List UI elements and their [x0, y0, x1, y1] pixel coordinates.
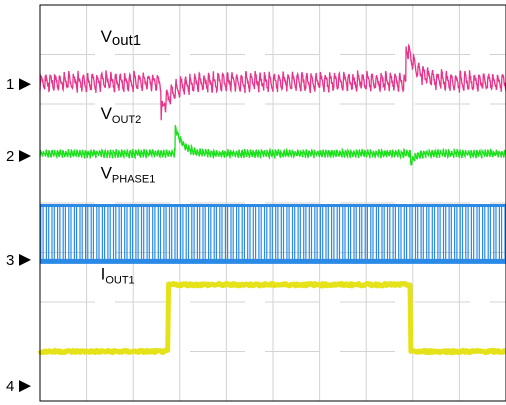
trace-label-1: Vout1 — [101, 27, 142, 49]
channel-marker-label: 3 — [6, 252, 14, 269]
trace-label-subscript: OUT2 — [112, 114, 141, 126]
channel-marker-label: 4 — [6, 378, 14, 395]
channel-marker-label: 1 — [6, 76, 14, 93]
trace-line-2 — [39, 124, 506, 167]
trace-label-subscript: OUT1 — [105, 275, 134, 287]
trace-label-subscript: PHASE1 — [112, 173, 155, 185]
trace-label-subscript: out1 — [112, 32, 141, 49]
channel-marker-arrow-icon — [19, 149, 31, 162]
graticule — [40, 5, 506, 401]
trace-line-4 — [37, 280, 506, 356]
plot-border — [39, 4, 506, 402]
trace-label-3: VPHASE1 — [101, 163, 156, 185]
trace-label-main: V — [101, 163, 113, 182]
channel-marker-arrow-icon — [19, 253, 31, 266]
trace-label-main: I — [101, 265, 106, 284]
channel-marker-label: 2 — [6, 148, 14, 165]
channel-marker-arrow-icon — [19, 78, 31, 91]
trace-line-1 — [39, 43, 506, 121]
channel-marker-arrow-icon — [19, 380, 31, 393]
trace-label-4: IOUT1 — [101, 265, 135, 287]
trace-label-2: VOUT2 — [101, 104, 142, 126]
channel-markers: 1 2 3 4 — [6, 76, 31, 395]
trace-label-main: V — [101, 104, 113, 123]
traces — [37, 43, 506, 356]
trace-label-main: V — [101, 27, 113, 46]
